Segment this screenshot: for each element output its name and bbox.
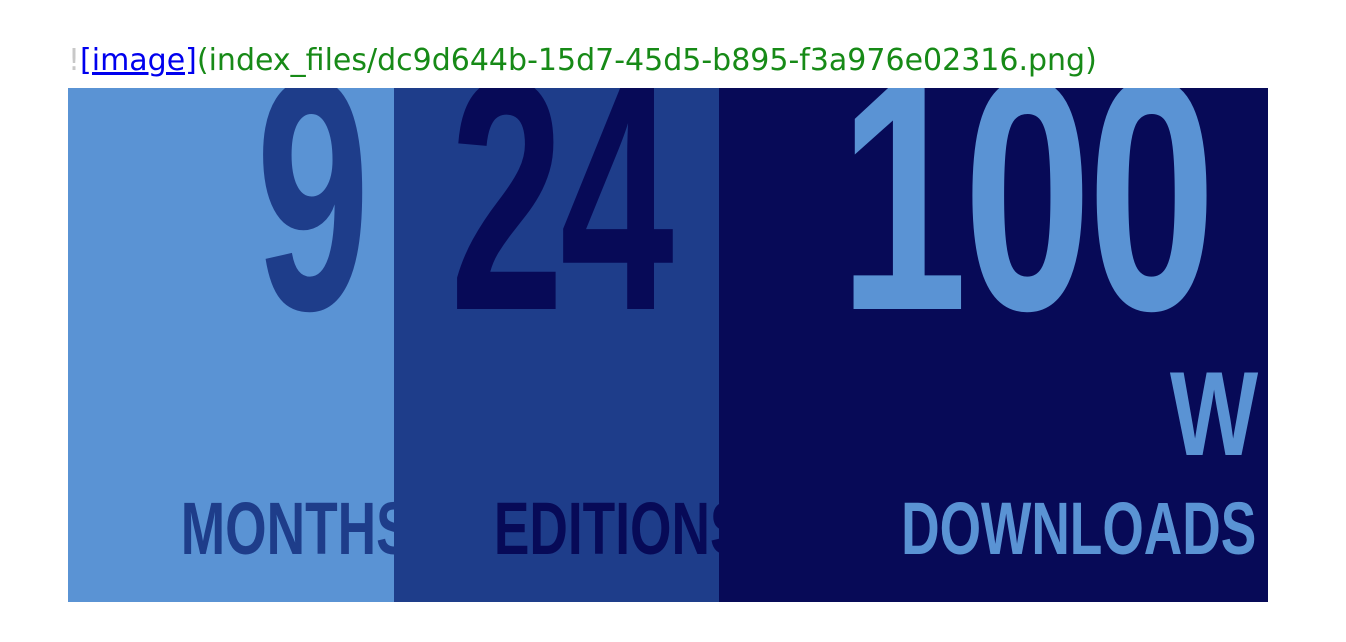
editions-label: EDITIONS [493, 487, 719, 570]
markdown-bang: ! [68, 43, 81, 78]
downloads-panel: 100 W DOWNLOADS [719, 88, 1268, 602]
image-link[interactable]: [image] [80, 43, 197, 78]
months-label: MONTHS [181, 487, 394, 570]
months-panel: 9 MONTHS [68, 88, 394, 602]
downloads-number: 100 [839, 88, 1216, 379]
editions-number: 24 [450, 88, 674, 379]
stats-banner: 9 MONTHS 24 EDITIONS 100 W DOWNLOADS [68, 88, 1268, 602]
months-number: 9 [256, 88, 370, 379]
image-url-text: (index_files/dc9d644b-15d7-45d5-b895-f3a… [196, 43, 1097, 78]
markdown-image-line: ![image](index_files/dc9d644b-15d7-45d5-… [68, 42, 1097, 80]
editions-panel: 24 EDITIONS [394, 88, 719, 602]
downloads-label: DOWNLOADS [900, 487, 1256, 570]
downloads-unit: W [1169, 347, 1258, 481]
